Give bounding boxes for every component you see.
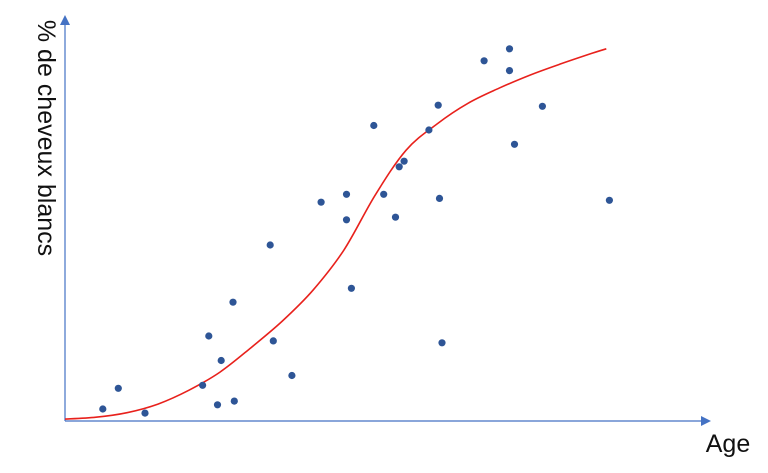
data-point-9 (230, 397, 238, 405)
data-point-5 (205, 332, 213, 340)
y-axis-label: % de cheveux blancs (32, 20, 60, 256)
data-point-27 (505, 45, 514, 53)
data-point-12 (288, 371, 296, 380)
data-point-22 (425, 126, 433, 134)
data-point-26 (480, 57, 488, 65)
x-axis-label: Age (706, 430, 750, 458)
data-point-18 (380, 190, 388, 198)
data-point-15 (342, 216, 351, 224)
data-point-28 (505, 67, 514, 75)
data-point-21 (400, 157, 408, 165)
data-points (99, 45, 614, 417)
data-point-23 (434, 101, 442, 109)
data-point-30 (538, 102, 547, 110)
trend-curve (64, 48, 607, 420)
data-point-4 (199, 381, 207, 389)
data-point-20 (395, 163, 403, 171)
data-point-24 (435, 194, 444, 202)
data-point-2 (114, 384, 122, 392)
data-point-31 (605, 196, 614, 204)
data-point-3 (141, 409, 149, 417)
data-point-6 (213, 401, 222, 409)
data-point-1 (99, 405, 107, 413)
data-point-29 (510, 140, 519, 148)
data-point-13 (317, 198, 325, 206)
data-point-10 (266, 241, 274, 249)
data-point-25 (438, 339, 446, 347)
data-point-11 (269, 337, 277, 345)
data-point-19 (391, 213, 400, 221)
data-point-16 (347, 284, 355, 292)
data-point-14 (342, 190, 351, 198)
data-point-7 (217, 356, 225, 365)
data-point-8 (229, 298, 237, 306)
data-point-17 (370, 121, 378, 130)
